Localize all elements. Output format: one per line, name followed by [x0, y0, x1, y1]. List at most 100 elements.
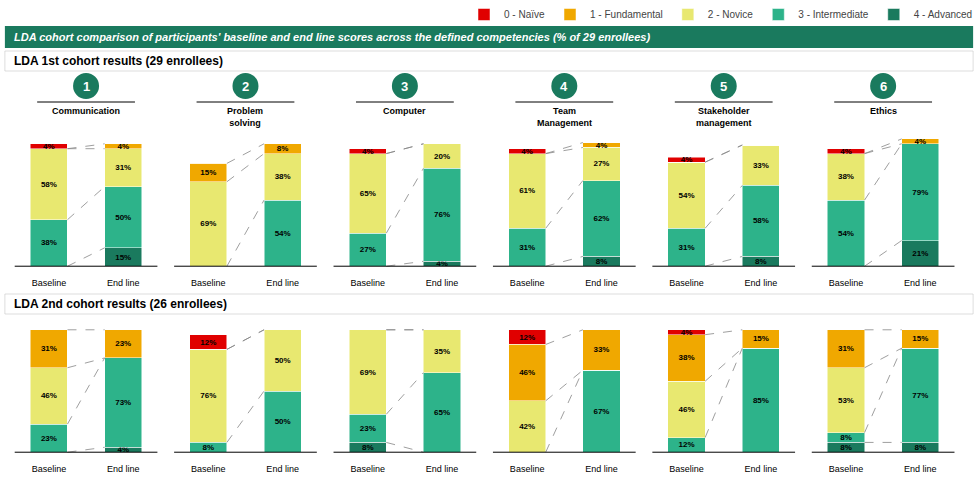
svg-text:Baseline: Baseline: [350, 464, 385, 474]
svg-text:61%: 61%: [519, 186, 535, 195]
svg-text:67%: 67%: [593, 407, 609, 416]
svg-text:15%: 15%: [753, 334, 769, 343]
svg-text:End line: End line: [745, 278, 778, 288]
svg-text:8%: 8%: [277, 144, 289, 153]
svg-text:54%: 54%: [275, 229, 291, 238]
svg-text:3 - Intermediate: 3 - Intermediate: [798, 9, 868, 20]
svg-text:53%: 53%: [838, 396, 854, 405]
svg-text:8%: 8%: [915, 443, 927, 452]
svg-text:LDA cohort comparison of parti: LDA cohort comparison of participants' b…: [14, 31, 650, 43]
svg-text:15%: 15%: [912, 334, 928, 343]
svg-text:Communication: Communication: [52, 106, 120, 116]
svg-text:79%: 79%: [912, 188, 928, 197]
svg-text:15%: 15%: [200, 168, 216, 177]
svg-text:Baseline: Baseline: [510, 278, 545, 288]
svg-text:38%: 38%: [41, 238, 57, 247]
svg-text:12%: 12%: [679, 440, 695, 449]
svg-text:End line: End line: [585, 278, 618, 288]
svg-text:End line: End line: [266, 278, 299, 288]
svg-text:4 - Advanced: 4 - Advanced: [914, 9, 972, 20]
svg-text:23%: 23%: [115, 339, 131, 348]
svg-text:62%: 62%: [593, 214, 609, 223]
svg-text:End line: End line: [904, 278, 937, 288]
svg-text:Baseline: Baseline: [669, 464, 704, 474]
svg-text:27%: 27%: [360, 245, 376, 254]
svg-text:End line: End line: [266, 464, 299, 474]
svg-text:0 - Naïve: 0 - Naïve: [504, 9, 545, 20]
svg-text:End line: End line: [107, 464, 140, 474]
svg-text:54%: 54%: [838, 229, 854, 238]
svg-text:8%: 8%: [840, 433, 852, 442]
svg-text:Baseline: Baseline: [32, 464, 67, 474]
svg-text:Computer: Computer: [383, 106, 426, 116]
svg-text:1 - Fundamental: 1 - Fundamental: [590, 9, 663, 20]
svg-text:Baseline: Baseline: [32, 278, 67, 288]
svg-text:69%: 69%: [360, 368, 376, 377]
svg-text:58%: 58%: [41, 180, 57, 189]
svg-text:31%: 31%: [519, 243, 535, 252]
svg-text:27%: 27%: [593, 159, 609, 168]
svg-text:4%: 4%: [596, 141, 608, 150]
svg-text:4%: 4%: [43, 142, 55, 151]
svg-text:50%: 50%: [275, 417, 291, 426]
svg-text:21%: 21%: [912, 249, 928, 258]
svg-text:2: 2: [242, 79, 249, 94]
svg-text:4%: 4%: [117, 142, 129, 151]
svg-text:4%: 4%: [436, 259, 448, 268]
svg-text:65%: 65%: [360, 189, 376, 198]
svg-text:Baseline: Baseline: [829, 464, 864, 474]
svg-text:12%: 12%: [200, 338, 216, 347]
svg-text:4%: 4%: [117, 445, 129, 454]
svg-text:31%: 31%: [115, 163, 131, 172]
svg-text:77%: 77%: [912, 391, 928, 400]
svg-text:69%: 69%: [200, 219, 216, 228]
svg-text:Baseline: Baseline: [829, 278, 864, 288]
svg-text:End line: End line: [426, 464, 459, 474]
svg-text:LDA 1st cohort results (29 enr: LDA 1st cohort results (29 enrollees): [14, 54, 223, 68]
svg-text:65%: 65%: [434, 408, 450, 417]
svg-text:38%: 38%: [275, 172, 291, 181]
svg-text:Baseline: Baseline: [350, 278, 385, 288]
svg-text:54%: 54%: [679, 191, 695, 200]
svg-text:3: 3: [401, 79, 408, 94]
svg-text:8%: 8%: [362, 443, 374, 452]
svg-text:12%: 12%: [519, 333, 535, 342]
svg-text:Problemsolving: Problemsolving: [227, 106, 263, 128]
svg-text:31%: 31%: [838, 344, 854, 353]
svg-text:4%: 4%: [681, 328, 693, 337]
svg-text:8%: 8%: [840, 443, 852, 452]
svg-text:5: 5: [720, 79, 727, 94]
svg-text:1: 1: [83, 79, 90, 94]
svg-text:4%: 4%: [362, 147, 374, 156]
svg-text:Stakeholdermanagement: Stakeholdermanagement: [696, 106, 752, 128]
svg-text:Baseline: Baseline: [669, 278, 704, 288]
svg-text:33%: 33%: [753, 161, 769, 170]
svg-text:End line: End line: [585, 464, 618, 474]
svg-text:85%: 85%: [753, 396, 769, 405]
svg-text:TeamManagement: TeamManagement: [537, 106, 592, 128]
svg-text:58%: 58%: [753, 216, 769, 225]
svg-text:4%: 4%: [915, 137, 927, 146]
svg-text:4%: 4%: [840, 147, 852, 156]
svg-text:Ethics: Ethics: [870, 106, 897, 116]
svg-text:33%: 33%: [593, 345, 609, 354]
svg-text:Baseline: Baseline: [510, 464, 545, 474]
svg-text:76%: 76%: [434, 210, 450, 219]
svg-text:End line: End line: [107, 278, 140, 288]
svg-text:31%: 31%: [41, 344, 57, 353]
svg-text:31%: 31%: [679, 243, 695, 252]
svg-text:8%: 8%: [596, 257, 608, 266]
svg-text:End line: End line: [745, 464, 778, 474]
svg-text:4%: 4%: [681, 155, 693, 164]
svg-text:46%: 46%: [679, 405, 695, 414]
svg-text:46%: 46%: [519, 368, 535, 377]
svg-text:LDA 2nd cohort results (26 enr: LDA 2nd cohort results (26 enrollees): [14, 297, 227, 311]
svg-text:50%: 50%: [115, 213, 131, 222]
svg-text:15%: 15%: [115, 253, 131, 262]
svg-text:38%: 38%: [838, 172, 854, 181]
svg-text:20%: 20%: [434, 152, 450, 161]
svg-text:35%: 35%: [434, 347, 450, 356]
svg-text:8%: 8%: [203, 443, 215, 452]
svg-text:4%: 4%: [521, 147, 533, 156]
svg-text:50%: 50%: [275, 356, 291, 365]
